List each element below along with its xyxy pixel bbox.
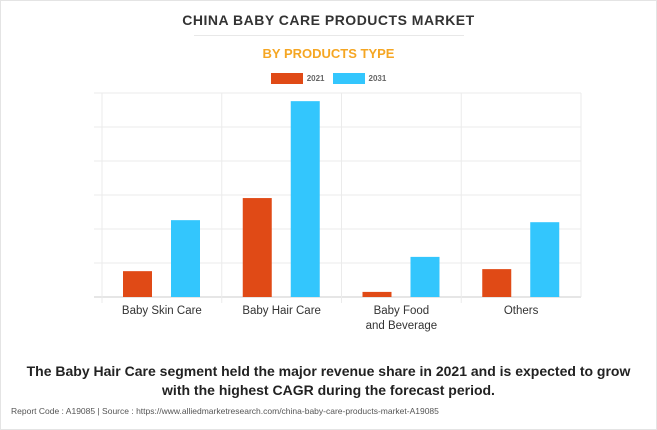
legend-item-2031[interactable]: 2031 (332, 73, 387, 84)
bar-2021 (362, 291, 392, 297)
summary-note: The Baby Hair Care segment held the majo… (1, 362, 656, 400)
x-tick-label: Others (504, 305, 539, 317)
bar-2031 (290, 101, 320, 297)
summary-line: The Baby Hair Care segment held the majo… (26, 363, 631, 379)
legend-item-2021[interactable]: 2021 (270, 73, 325, 84)
chart-subtitle: BY PRODUCTS TYPE (262, 46, 395, 61)
bar-2031 (530, 222, 560, 297)
bar-2021 (242, 198, 272, 297)
summary-line: with the highest CAGR during the forecas… (162, 382, 495, 398)
bar-2021 (482, 269, 512, 297)
legend: 2021 2031 (1, 73, 656, 84)
plot-area: Baby Skin Care Baby Hair Care Baby Food and… (94, 92, 582, 332)
x-tick-label: Baby Hair Care (242, 305, 321, 317)
chart-title: CHINA BABY CARE PRODUCTS MARKET (182, 12, 475, 28)
title-divider (194, 35, 464, 36)
legend-swatch (332, 73, 365, 84)
x-tick-label: and Beverage (366, 320, 438, 332)
source-text: Report Code : A19085 | Source : https://… (11, 406, 439, 416)
legend-swatch (270, 73, 303, 84)
bar-2031 (171, 220, 200, 297)
x-tick-label: Baby Food (374, 305, 430, 317)
x-tick-label: Baby Skin Care (122, 305, 202, 317)
legend-label: 2031 (368, 74, 387, 83)
legend-label: 2021 (306, 74, 325, 83)
bar-2031 (410, 256, 440, 297)
bar-2021 (123, 271, 152, 297)
